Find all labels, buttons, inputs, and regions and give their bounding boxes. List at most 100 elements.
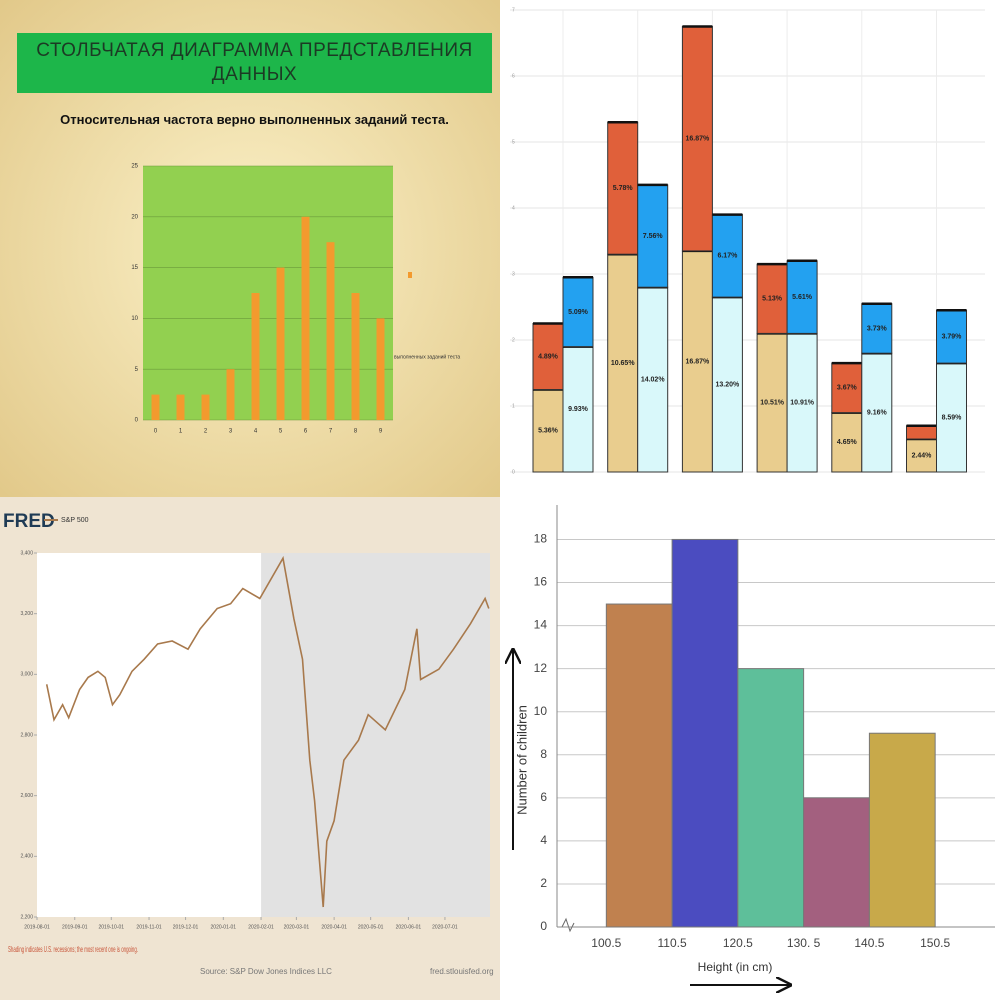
line-series — [45, 555, 490, 908]
y-tick-label: 16 — [534, 575, 548, 589]
y-tick-label: 3 — [512, 271, 515, 277]
y-tick-label: 4 — [540, 833, 547, 847]
x-tick-label: 4 — [254, 429, 258, 435]
x-tick-label: 2 — [204, 429, 208, 435]
segment-label: 7.56% — [643, 233, 664, 240]
y-tick-label: 5 — [135, 367, 139, 373]
bar-segment — [906, 438, 937, 473]
x-tick-label: 140.5 — [854, 936, 884, 950]
bar-segment — [681, 250, 713, 473]
x-tick-label: 120.5 — [723, 936, 753, 950]
bar-segment — [786, 332, 818, 473]
y-tick-label: 0 — [540, 919, 547, 933]
x-tick-label: 100.5 — [591, 936, 621, 950]
bar-segment — [681, 26, 713, 252]
segment-label: 4.89% — [538, 353, 559, 360]
segment-label: 16.87% — [686, 136, 711, 143]
x-tick-label: 8 — [354, 429, 358, 435]
segment-label: 10.65% — [611, 360, 636, 367]
bar-segment — [607, 253, 639, 473]
y-tick-label: 10 — [534, 704, 548, 718]
segment-label: 10.51% — [760, 400, 785, 407]
y-tick-label: 2,400 — [20, 854, 33, 860]
legend-swatch — [408, 272, 412, 278]
legend-label: S&P 500 — [61, 517, 89, 524]
x-tick-label: 2020-06-01 — [396, 924, 422, 930]
x-axis-label: Height (in cm) — [698, 960, 773, 974]
url: fred.stlouisfed.org — [430, 967, 494, 976]
x-tick-label: 5 — [279, 429, 283, 435]
histogram-bar — [868, 732, 936, 928]
bar-segment — [906, 425, 937, 440]
x-tick-label: 2020-04-01 — [321, 924, 347, 930]
y-tick-label: 6 — [540, 790, 547, 804]
title-banner — [17, 33, 492, 93]
x-tick-label: 2020-01-01 — [211, 924, 237, 930]
histogram-bar — [605, 603, 673, 928]
x-tick-label: 7 — [329, 429, 333, 435]
x-tick-label: 1 — [179, 429, 183, 435]
segment-label: 3.73% — [867, 325, 888, 332]
bar-segment — [532, 323, 564, 390]
segment-label: 10.91% — [790, 400, 815, 407]
y-tick-label: 3,200 — [20, 611, 33, 617]
x-tick-label: 150.5 — [920, 936, 950, 950]
y-tick-label: 3,400 — [20, 550, 33, 556]
x-tick-label: 3 — [229, 429, 233, 435]
bar — [226, 369, 235, 420]
y-tick-label: 7 — [512, 7, 515, 13]
bar-segment — [637, 286, 669, 473]
bar-segment — [607, 121, 639, 255]
bar-segment — [562, 346, 594, 473]
segment-label: 2.44% — [912, 452, 933, 459]
x-tick-label: 9 — [379, 429, 383, 435]
bar-segment — [532, 389, 564, 473]
bar-segment — [756, 263, 788, 334]
bar-segment — [861, 303, 893, 354]
y-tick-label: 8 — [540, 747, 547, 761]
y-tick-label: 10 — [131, 316, 138, 322]
chart-title: СТОЛБЧАТАЯ ДИАГРАММА ПРЕДСТАВЛЕНИЯ ДАННЫ… — [36, 40, 473, 85]
y-tick-label: 5 — [512, 139, 515, 145]
segment-label: 5.13% — [762, 296, 783, 303]
x-tick-label: 0 — [154, 429, 158, 435]
bar-segment — [861, 352, 893, 473]
bar — [276, 267, 285, 420]
y-tick-label: 25 — [131, 164, 138, 170]
recession-shading — [261, 553, 490, 917]
x-tick-label: 6 — [304, 429, 308, 435]
segment-label: 13.20% — [716, 381, 741, 388]
x-tick-label: 2019-11-01 — [136, 924, 161, 930]
segment-label: 5.78% — [613, 185, 634, 192]
y-tick-label: 4 — [512, 205, 515, 211]
y-tick-label: 3,000 — [20, 672, 33, 678]
x-tick-label: 2020-05-01 — [358, 924, 384, 930]
bar — [176, 394, 185, 420]
bar — [201, 394, 210, 420]
y-tick-label: 1 — [512, 403, 515, 409]
segment-label: 8.59% — [942, 414, 963, 421]
y-tick-label: 18 — [534, 532, 548, 546]
segment-label: 14.02% — [641, 376, 666, 383]
x-tick-label: 2019-08-01 — [24, 924, 50, 930]
segment-label: 3.67% — [837, 385, 858, 392]
segment-label: 16.87% — [686, 358, 711, 365]
footnote: Shading indicates U.S. recessions; the m… — [8, 945, 138, 954]
x-tick-label: 2020-07-01 — [432, 924, 458, 930]
bar-segment — [936, 309, 967, 364]
bar — [301, 216, 310, 420]
segment-label: 6.17% — [717, 253, 738, 260]
y-tick-label: 0 — [512, 469, 515, 475]
bar-segment — [936, 362, 967, 473]
segment-label: 9.16% — [867, 409, 888, 416]
segment-label: 5.09% — [568, 309, 589, 316]
y-tick-label: 15 — [131, 265, 138, 271]
chart-subtitle: Относительная частота верно выполненных … — [60, 112, 449, 127]
bar — [251, 293, 260, 420]
x-tick-label: 2020-03-01 — [284, 924, 310, 930]
x-tick-label: 130. 5 — [787, 936, 821, 950]
legend-label: выполненных заданий теста — [394, 353, 460, 360]
x-tick-label: 2019-09-01 — [62, 924, 88, 930]
